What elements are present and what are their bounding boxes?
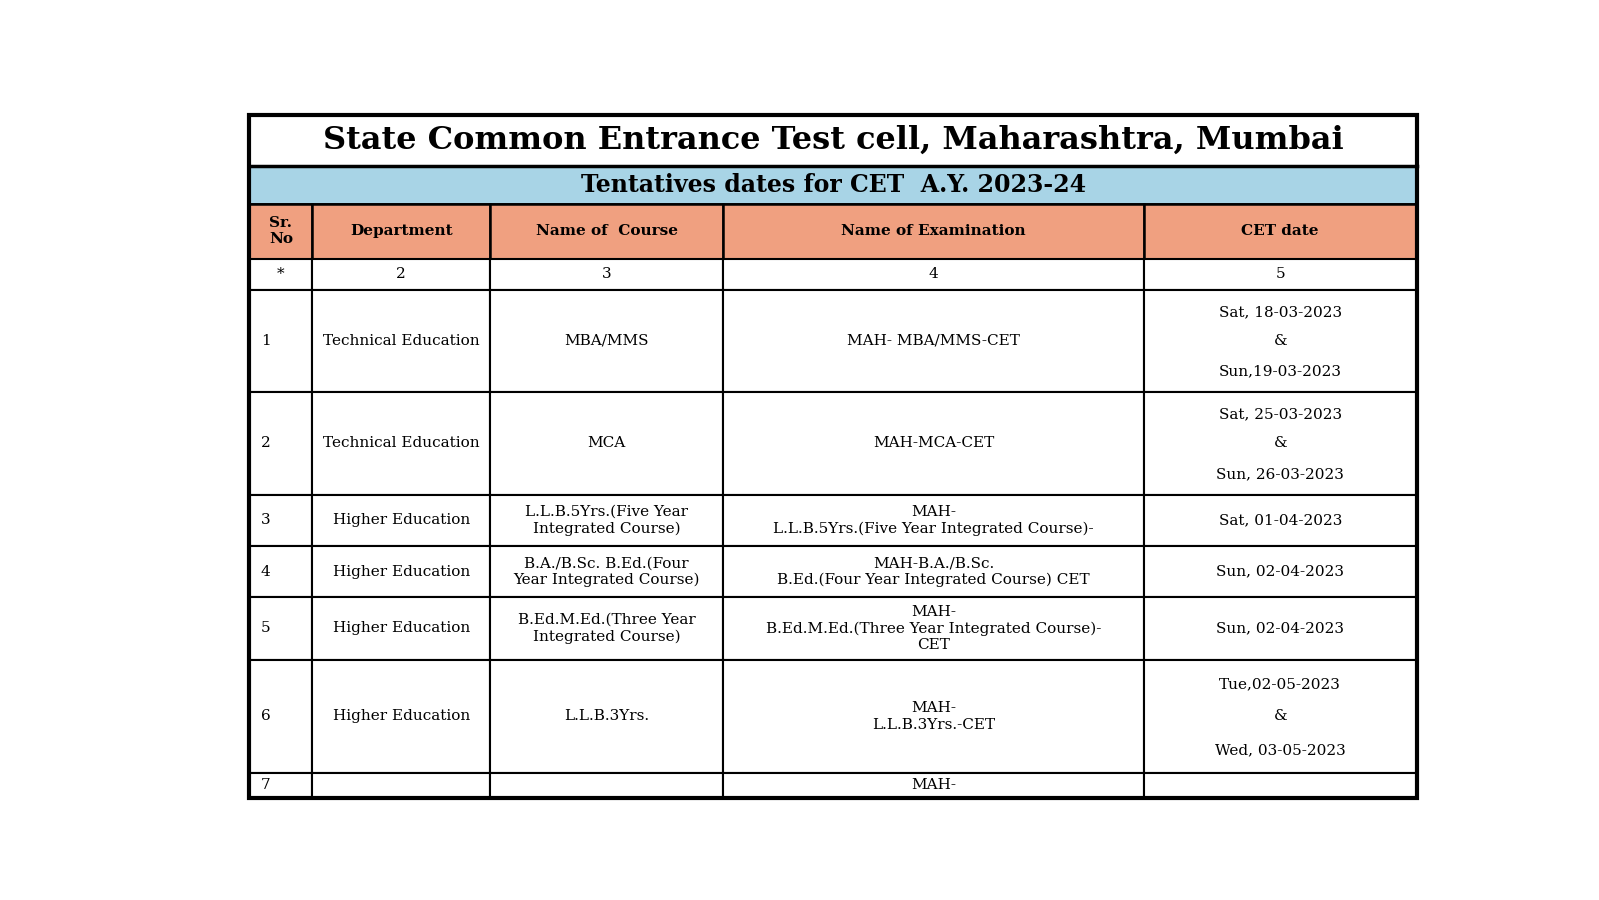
Bar <box>723 660 1143 773</box>
Text: Sun,19-03-2023: Sun,19-03-2023 <box>1218 364 1342 379</box>
Text: Name of  Course: Name of Course <box>536 224 678 238</box>
Bar <box>312 392 489 495</box>
Text: Wed, 03-05-2023: Wed, 03-05-2023 <box>1215 743 1346 758</box>
Text: Sr.
No: Sr. No <box>269 216 293 247</box>
Text: CET date: CET date <box>1241 224 1319 238</box>
Bar <box>249 115 1417 166</box>
Text: State Common Entrance Test cell, Maharashtra, Mumbai: State Common Entrance Test cell, Maharas… <box>323 125 1343 156</box>
Bar <box>312 495 489 546</box>
Text: MAH-: MAH- <box>911 778 956 792</box>
Bar <box>723 203 1143 259</box>
Bar <box>1143 546 1417 598</box>
Text: MAH-
B.Ed.M.Ed.(Three Year Integrated Course)-
CET: MAH- B.Ed.M.Ed.(Three Year Integrated Co… <box>766 605 1102 652</box>
Text: 4: 4 <box>929 267 939 282</box>
Text: B.A./B.Sc. B.Ed.(Four
Year Integrated Course): B.A./B.Sc. B.Ed.(Four Year Integrated Co… <box>513 556 700 587</box>
Bar <box>1143 259 1417 290</box>
Bar <box>249 166 1417 203</box>
Text: Name of Examination: Name of Examination <box>841 224 1027 238</box>
Bar <box>312 203 489 259</box>
Text: Sat, 01-04-2023: Sat, 01-04-2023 <box>1218 513 1342 527</box>
Text: 2: 2 <box>261 436 270 450</box>
Text: 3: 3 <box>601 267 611 282</box>
Text: Higher Education: Higher Education <box>333 513 470 527</box>
Text: Sat, 18-03-2023: Sat, 18-03-2023 <box>1218 305 1342 320</box>
Bar <box>312 773 489 797</box>
Text: MAH-
L.L.B.5Yrs.(Five Year Integrated Course)-: MAH- L.L.B.5Yrs.(Five Year Integrated Co… <box>774 505 1094 536</box>
Text: 4: 4 <box>261 564 270 579</box>
Bar <box>312 660 489 773</box>
Bar <box>489 773 723 797</box>
Text: Tentatives dates for CET  A.Y. 2023-24: Tentatives dates for CET A.Y. 2023-24 <box>580 173 1086 197</box>
Bar <box>1143 290 1417 392</box>
Text: 7: 7 <box>261 778 270 792</box>
Bar <box>723 259 1143 290</box>
Text: L.L.B.3Yrs.: L.L.B.3Yrs. <box>564 709 649 724</box>
Text: 6: 6 <box>261 709 270 724</box>
Bar <box>723 773 1143 797</box>
Bar <box>312 290 489 392</box>
Bar <box>489 290 723 392</box>
Bar <box>1143 660 1417 773</box>
Text: 2: 2 <box>397 267 406 282</box>
Bar <box>249 598 312 660</box>
Bar <box>723 495 1143 546</box>
Bar <box>1143 392 1417 495</box>
Bar <box>489 546 723 598</box>
Text: B.Ed.M.Ed.(Three Year
Integrated Course): B.Ed.M.Ed.(Three Year Integrated Course) <box>518 613 696 644</box>
Text: &: & <box>1273 436 1287 450</box>
Text: Technical Education: Technical Education <box>323 334 480 347</box>
Bar <box>249 203 312 259</box>
Bar <box>723 392 1143 495</box>
Text: 5: 5 <box>261 621 270 635</box>
Bar <box>489 495 723 546</box>
Bar <box>249 259 312 290</box>
Text: L.L.B.5Yrs.(Five Year
Integrated Course): L.L.B.5Yrs.(Five Year Integrated Course) <box>524 505 688 536</box>
Bar <box>249 392 312 495</box>
Text: Sun, 02-04-2023: Sun, 02-04-2023 <box>1217 621 1345 635</box>
Text: *: * <box>277 267 285 282</box>
Bar <box>489 259 723 290</box>
Text: MAH-B.A./B.Sc.
B.Ed.(Four Year Integrated Course) CET: MAH-B.A./B.Sc. B.Ed.(Four Year Integrate… <box>777 556 1091 587</box>
Bar <box>1143 598 1417 660</box>
Text: Sun, 26-03-2023: Sun, 26-03-2023 <box>1217 467 1345 482</box>
Text: Technical Education: Technical Education <box>323 436 480 450</box>
Bar <box>1143 495 1417 546</box>
Text: Higher Education: Higher Education <box>333 564 470 579</box>
Bar <box>1143 203 1417 259</box>
Bar <box>312 546 489 598</box>
Bar <box>312 598 489 660</box>
Text: MCA: MCA <box>587 436 625 450</box>
Bar <box>249 546 312 598</box>
Text: MAH-MCA-CET: MAH-MCA-CET <box>873 436 995 450</box>
Bar <box>723 290 1143 392</box>
Bar <box>723 546 1143 598</box>
Bar <box>489 392 723 495</box>
Text: 5: 5 <box>1276 267 1286 282</box>
Bar <box>1143 773 1417 797</box>
Text: &: & <box>1273 334 1287 347</box>
Text: MBA/MMS: MBA/MMS <box>564 334 649 347</box>
Bar <box>249 290 312 392</box>
Text: MAH- MBA/MMS-CET: MAH- MBA/MMS-CET <box>847 334 1020 347</box>
Text: MAH-
L.L.B.3Yrs.-CET: MAH- L.L.B.3Yrs.-CET <box>871 701 995 732</box>
Bar <box>249 660 312 773</box>
Bar <box>249 773 312 797</box>
Bar <box>489 203 723 259</box>
Bar <box>312 259 489 290</box>
Text: &: & <box>1273 709 1287 724</box>
Text: Department: Department <box>350 224 453 238</box>
Text: Higher Education: Higher Education <box>333 709 470 724</box>
Bar <box>723 598 1143 660</box>
Text: 3: 3 <box>261 513 270 527</box>
Bar <box>249 495 312 546</box>
Text: Sat, 25-03-2023: Sat, 25-03-2023 <box>1218 408 1342 422</box>
Bar <box>489 598 723 660</box>
Bar <box>489 660 723 773</box>
Text: Higher Education: Higher Education <box>333 621 470 635</box>
Text: 1: 1 <box>261 334 270 347</box>
Text: Sun, 02-04-2023: Sun, 02-04-2023 <box>1217 564 1345 579</box>
Text: Tue,02-05-2023: Tue,02-05-2023 <box>1220 678 1342 691</box>
